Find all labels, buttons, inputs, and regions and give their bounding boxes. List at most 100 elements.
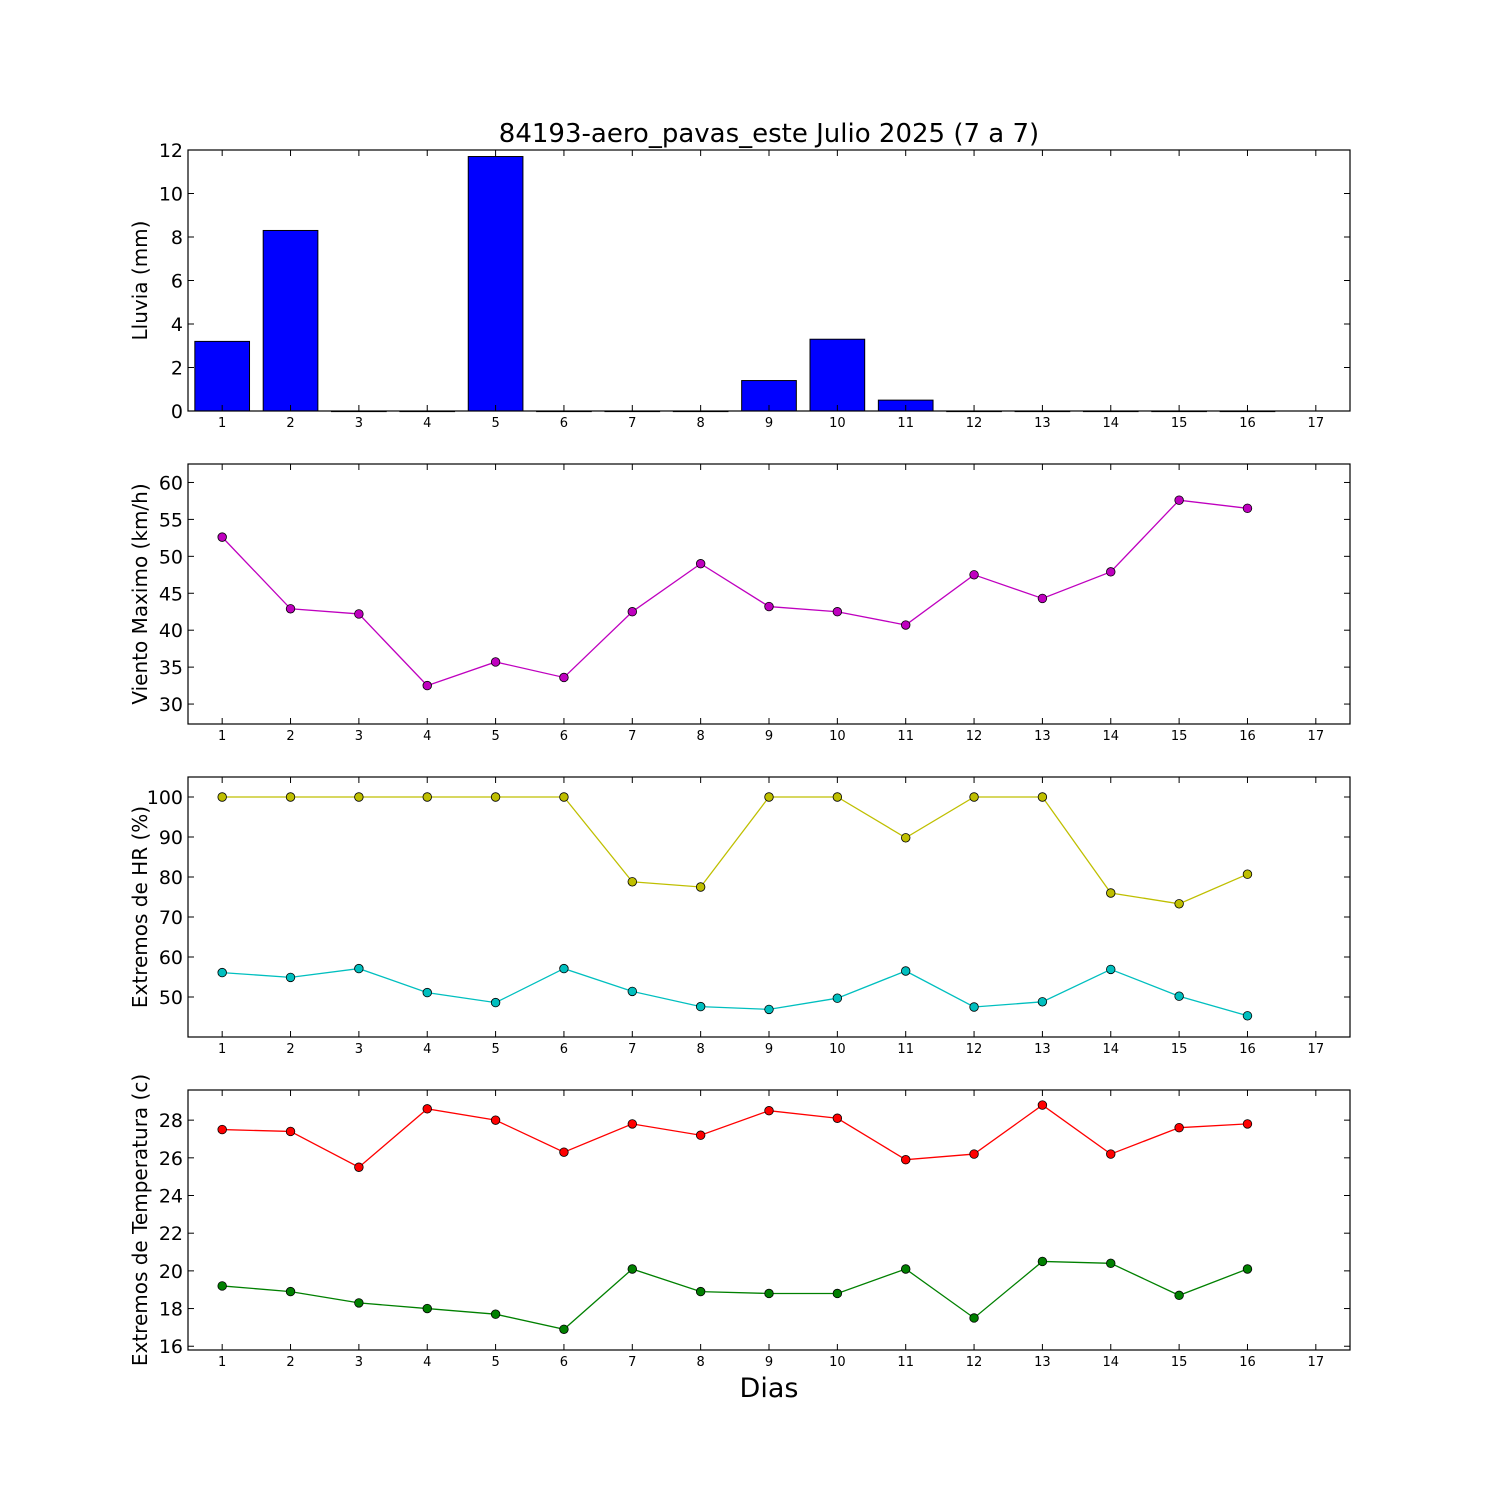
x-tick-label: 10: [829, 1042, 846, 1057]
y-tick-label: 60: [159, 947, 183, 969]
series-line-1: [222, 1104, 1248, 1169]
y-tick-label: 70: [159, 907, 183, 929]
y-tick-label: 20: [159, 1261, 183, 1283]
x-tick-label: 4: [423, 729, 431, 744]
axes-frame: [187, 149, 1351, 412]
y-tick-label: 35: [159, 657, 183, 679]
data-point: [901, 1155, 911, 1165]
data-point: [1242, 503, 1253, 514]
data-point: [285, 972, 296, 983]
data-point: [764, 1106, 774, 1116]
x-tick-label: 9: [765, 416, 773, 431]
x-tick-label: 11: [897, 1042, 914, 1057]
data-point: [695, 559, 706, 569]
bar: [809, 338, 866, 412]
x-tick-label: 13: [1034, 729, 1051, 744]
x-tick-label: 5: [491, 1355, 499, 1370]
data-point: [627, 607, 637, 617]
data-point: [1037, 1100, 1048, 1110]
x-tick-label: 16: [1239, 1042, 1256, 1057]
x-tick-label: 17: [1308, 729, 1325, 744]
x-tick-label: 9: [765, 729, 773, 744]
data-point: [490, 657, 501, 667]
data-point: [217, 1124, 227, 1135]
data-point: [285, 604, 296, 614]
data-point: [354, 609, 364, 619]
data-point: [422, 680, 432, 691]
data-point: [1037, 593, 1048, 604]
data-point: [1174, 495, 1184, 505]
x-tick-label: 15: [1171, 1042, 1188, 1057]
x-tick-label: 11: [897, 729, 914, 744]
y-tick-label: 2: [171, 358, 183, 380]
panel-1: 1 2 3 4 5 6 7 8 9 10 11 12 13 14 15 16 17024681012Lluvia…: [128, 140, 1351, 431]
y-tick-label: 24: [159, 1186, 183, 1208]
y-axis-label: Viento Maximo (km/h): [128, 483, 152, 704]
data-point: [559, 672, 569, 683]
x-tick-label: 6: [560, 729, 568, 744]
x-tick-label: 12: [966, 1355, 983, 1370]
x-tick-label: 12: [966, 416, 983, 431]
data-point: [559, 1324, 569, 1334]
x-tick-label: 8: [697, 416, 705, 431]
x-tick-label: 9: [765, 1042, 773, 1057]
data-point: [217, 967, 227, 978]
data-point: [832, 993, 843, 1003]
data-point: [1037, 1256, 1048, 1267]
series-line-2: [222, 1260, 1248, 1330]
x-tick-label: 7: [628, 1355, 636, 1370]
data-point: [285, 1126, 296, 1137]
x-tick-label: 9: [765, 1355, 773, 1370]
y-tick-label: 60: [159, 472, 183, 494]
x-tick-label: 7: [628, 729, 636, 744]
y-tick-label: 90: [159, 827, 183, 849]
panel-2: 1 2 3 4 5 6 7 8 9 10 11 12 13 14 15 16 1730354045505560V…: [128, 463, 1351, 744]
data-point: [1106, 567, 1116, 577]
panel-3: 1 2 3 4 5 6 7 8 9 10 11 12 13 14 15 16 175060708090100Ex…: [128, 776, 1351, 1057]
data-point: [217, 532, 227, 542]
data-point: [422, 987, 432, 998]
x-tick-label: 2: [286, 1355, 294, 1370]
data-point: [901, 620, 911, 630]
bar: [262, 229, 319, 412]
x-tick-label: 14: [1102, 416, 1119, 431]
x-tick-label: 12: [966, 729, 983, 744]
data-point: [422, 1104, 432, 1114]
data-point: [422, 792, 432, 802]
data-point: [901, 1264, 911, 1274]
data-point: [969, 1313, 979, 1323]
data-point: [1242, 869, 1253, 879]
x-tick-label: 3: [355, 1042, 363, 1057]
y-axis-label: Extremos de Temperatura (c): [128, 1074, 152, 1366]
x-tick-label: 5: [491, 1042, 499, 1057]
x-tick-label: 6: [560, 1355, 568, 1370]
data-point: [832, 1113, 843, 1123]
data-point: [354, 792, 364, 802]
y-tick-label: 50: [159, 987, 183, 1009]
data-point: [695, 1286, 706, 1297]
x-tick-label: 8: [697, 729, 705, 744]
data-point: [1037, 997, 1048, 1007]
data-point: [559, 792, 569, 802]
x-tick-label: 14: [1102, 1355, 1119, 1370]
x-tick-label: 4: [423, 416, 431, 431]
x-axis-label: Dias: [740, 1373, 799, 1404]
data-point: [627, 1119, 637, 1129]
data-point: [627, 1264, 637, 1274]
x-tick-label: 15: [1171, 729, 1188, 744]
x-tick-label: 15: [1171, 1355, 1188, 1370]
x-tick-label: 1: [218, 1042, 226, 1057]
data-point: [764, 1288, 774, 1299]
panel-4: 1 2 3 4 5 6 7 8 9 10 11 12 13 14 15 16 1716182022242628E…: [128, 1074, 1351, 1370]
data-point: [901, 833, 911, 843]
x-tick-label: 8: [697, 1042, 705, 1057]
y-tick-label: 100: [147, 787, 183, 809]
data-point: [695, 1130, 706, 1140]
data-point: [764, 792, 774, 802]
x-tick-label: 10: [829, 416, 846, 431]
data-point: [832, 607, 843, 617]
x-tick-label: 13: [1034, 416, 1051, 431]
x-tick-label: 2: [286, 1042, 294, 1057]
x-tick-label: 16: [1239, 729, 1256, 744]
data-point: [832, 1288, 843, 1299]
